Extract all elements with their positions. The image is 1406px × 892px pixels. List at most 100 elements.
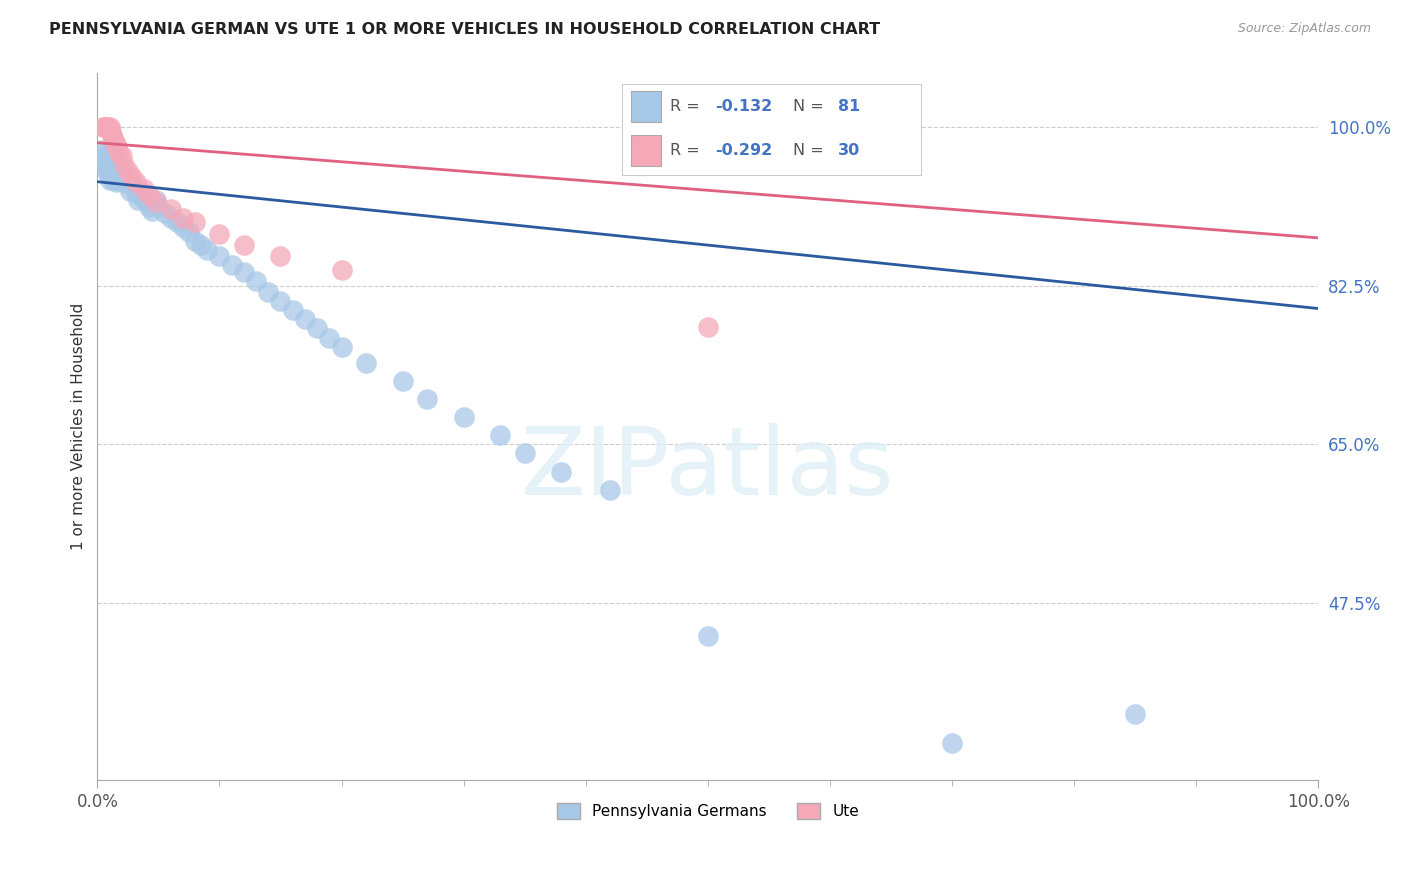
Point	[257, 285, 280, 300]
Point	[111, 149, 134, 163]
Text: Source: ZipAtlas.com: Source: ZipAtlas.com	[1237, 22, 1371, 36]
Point	[117, 177, 139, 191]
Point	[122, 179, 145, 194]
Point	[121, 177, 143, 191]
Point	[103, 156, 125, 170]
Point	[111, 166, 134, 180]
Point	[148, 200, 170, 214]
Point	[105, 140, 128, 154]
Point	[172, 219, 194, 234]
Point	[132, 182, 155, 196]
Point	[96, 156, 118, 170]
Point	[93, 143, 115, 157]
Point	[94, 120, 117, 135]
Point	[110, 161, 132, 175]
Point	[221, 258, 243, 272]
Point	[232, 265, 254, 279]
Point	[96, 145, 118, 160]
Point	[111, 168, 134, 182]
Point	[93, 149, 115, 163]
Point	[114, 170, 136, 185]
Point	[153, 206, 176, 220]
Point	[138, 200, 160, 214]
Point	[118, 173, 141, 187]
Text: PENNSYLVANIA GERMAN VS UTE 1 OR MORE VEHICLES IN HOUSEHOLD CORRELATION CHART: PENNSYLVANIA GERMAN VS UTE 1 OR MORE VEH…	[49, 22, 880, 37]
Point	[453, 410, 475, 425]
Point	[281, 303, 304, 318]
Point	[550, 465, 572, 479]
Point	[93, 120, 115, 135]
Point	[98, 173, 121, 187]
Point	[941, 736, 963, 750]
Point	[696, 319, 718, 334]
Point	[117, 164, 139, 178]
Point	[96, 164, 118, 178]
Point	[190, 238, 212, 252]
Point	[103, 134, 125, 148]
Point	[489, 428, 512, 442]
Point	[696, 630, 718, 644]
Point	[416, 392, 439, 406]
Point	[269, 294, 291, 309]
Point	[232, 238, 254, 252]
Point	[96, 120, 118, 135]
Point	[269, 249, 291, 263]
Point	[245, 274, 267, 288]
Point	[98, 122, 121, 136]
Point	[1123, 707, 1146, 722]
Point	[101, 158, 124, 172]
Point	[93, 120, 115, 135]
Point	[208, 227, 231, 242]
Point	[101, 128, 124, 142]
Point	[172, 211, 194, 225]
Point	[94, 152, 117, 166]
Point	[103, 131, 125, 145]
Point	[112, 158, 135, 172]
Point	[129, 184, 152, 198]
Point	[100, 125, 122, 139]
Point	[121, 170, 143, 185]
Point	[294, 312, 316, 326]
Point	[98, 147, 121, 161]
Point	[97, 161, 120, 175]
Point	[111, 175, 134, 189]
Point	[112, 173, 135, 187]
Point	[97, 168, 120, 182]
Point	[98, 120, 121, 135]
Point	[101, 149, 124, 163]
Point	[184, 215, 207, 229]
Point	[100, 152, 122, 166]
Point	[103, 173, 125, 187]
Point	[108, 145, 131, 160]
Legend: Pennsylvania Germans, Ute: Pennsylvania Germans, Ute	[551, 797, 865, 825]
Point	[318, 330, 340, 344]
Point	[97, 122, 120, 136]
Point	[145, 193, 167, 207]
Point	[307, 321, 329, 335]
Point	[177, 225, 200, 239]
Point	[195, 243, 218, 257]
Point	[138, 188, 160, 202]
Point	[330, 340, 353, 354]
Point	[103, 164, 125, 178]
Point	[354, 356, 377, 370]
Point	[145, 194, 167, 209]
Point	[120, 184, 142, 198]
Point	[105, 170, 128, 185]
Point	[513, 446, 536, 460]
Point	[141, 203, 163, 218]
Point	[100, 161, 122, 175]
Point	[330, 263, 353, 277]
Point	[104, 136, 127, 151]
Point	[159, 211, 181, 225]
Point	[159, 202, 181, 216]
Point	[184, 234, 207, 248]
Point	[98, 156, 121, 170]
Point	[94, 158, 117, 172]
Point	[103, 168, 125, 182]
Point	[103, 153, 125, 168]
Point	[108, 168, 131, 182]
Point	[131, 191, 153, 205]
Point	[104, 175, 127, 189]
Point	[391, 374, 413, 388]
